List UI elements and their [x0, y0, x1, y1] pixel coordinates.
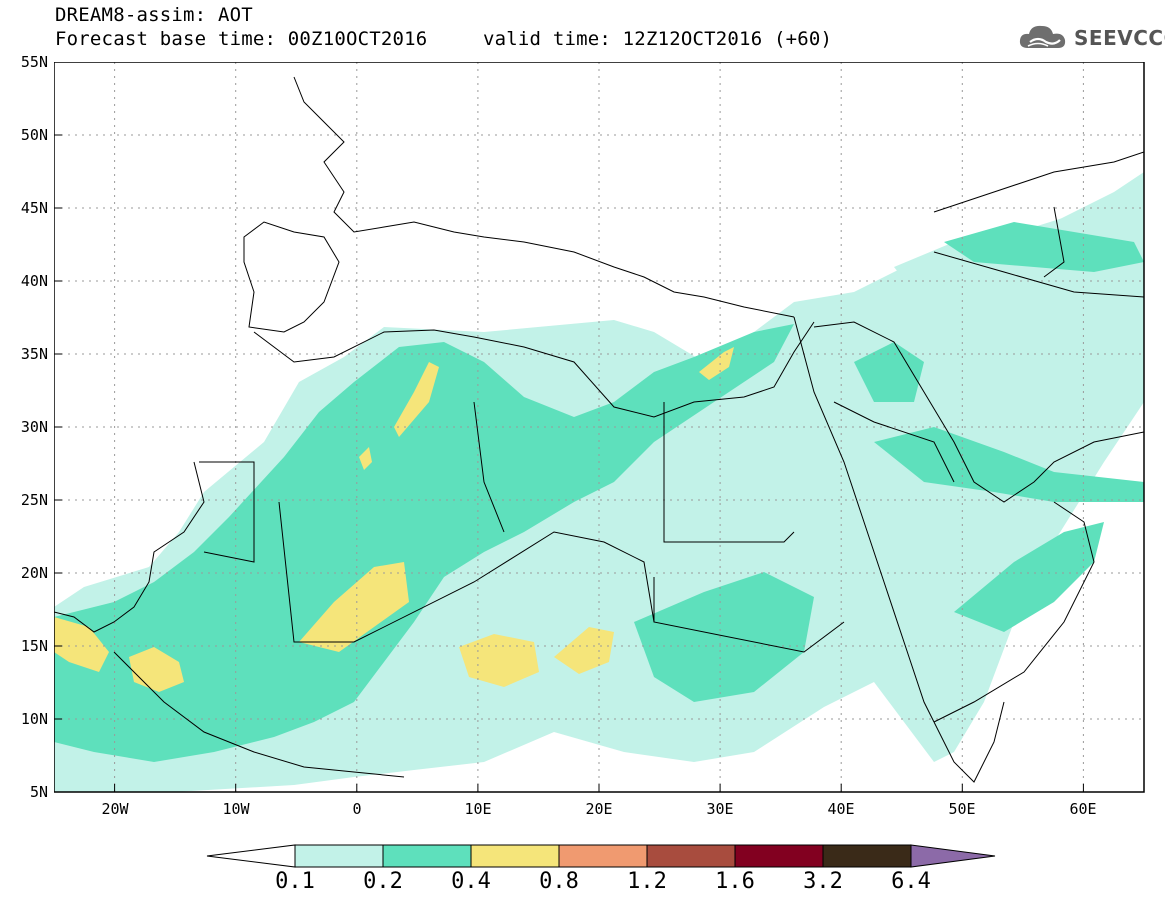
lat-label: 40N — [20, 272, 48, 290]
seevccc-logo: SEEVCCC — [1018, 22, 1165, 56]
forecast-base-time: Forecast base time: 00Z10OCT2016 — [55, 28, 428, 50]
colorbar-segment-0.1 — [294, 844, 384, 868]
lon-label: 0 — [352, 800, 362, 818]
colorbar-segment-1.6 — [734, 844, 824, 868]
lat-label: 5N — [29, 783, 48, 801]
aot-band-0.4-sudan — [554, 627, 614, 674]
colorbar-label: 0.8 — [539, 869, 579, 894]
lat-label: 50N — [20, 126, 48, 144]
lat-label: 25N — [20, 491, 48, 509]
aot-band-0.4-west — [54, 617, 109, 672]
colorbar-label: 1.6 — [715, 869, 755, 894]
colorbar — [206, 844, 996, 868]
aot-band-0.4-levant — [699, 347, 734, 380]
lon-label: 60E — [1069, 800, 1097, 818]
aot-band-0.2-arabia — [954, 522, 1104, 632]
lat-label: 10N — [20, 710, 48, 728]
lon-label: 10E — [464, 800, 492, 818]
colorbar-label: 0.1 — [275, 869, 315, 894]
colorbar-segment-0.4 — [470, 844, 560, 868]
colorbar-segment-under — [206, 844, 296, 868]
aot-band-0.2-caspian — [944, 222, 1144, 272]
aot-band-0.2-gulf — [874, 427, 1144, 502]
aot-band-0.2-south — [634, 572, 814, 702]
lat-label: 15N — [20, 637, 48, 655]
colorbar-label: 3.2 — [803, 869, 843, 894]
colorbar-label: 0.2 — [363, 869, 403, 894]
lat-label: 30N — [20, 418, 48, 436]
colorbar-label: 0.4 — [451, 869, 491, 894]
lat-label: 20N — [20, 564, 48, 582]
aot-band-0.2 — [54, 324, 794, 762]
colorbar-segment-0.2 — [382, 844, 472, 868]
lon-label: 10W — [222, 800, 250, 818]
lon-label: 20W — [101, 800, 129, 818]
colorbar-segment-3.2 — [822, 844, 912, 868]
lon-label: 30E — [706, 800, 734, 818]
valid-time: valid time: 12Z12OCT2016 (+60) — [483, 28, 833, 50]
aot-map — [54, 62, 1145, 793]
lon-label: 40E — [827, 800, 855, 818]
aot-band-0.4-chad — [459, 634, 539, 687]
graticule — [54, 62, 1144, 792]
lon-label: 50E — [948, 800, 976, 818]
tick-marks — [54, 134, 1084, 792]
map-title: DREAM8-assim: AOT — [55, 4, 253, 26]
lat-label: 45N — [20, 199, 48, 217]
aot-band-0.4-algeria — [394, 362, 439, 437]
colorbar-label: 1.2 — [627, 869, 667, 894]
colorbar-label: 6.4 — [891, 869, 931, 894]
logo-text: SEEVCCC — [1074, 26, 1165, 50]
colorbar-segment-over — [910, 844, 996, 868]
coastlines — [54, 76, 1145, 783]
aot-band-0.2-iraq — [854, 342, 924, 402]
lat-label: 55N — [20, 53, 48, 71]
colorbar-segment-1.2 — [646, 844, 736, 868]
aot-band-0.4-sahel — [299, 562, 409, 652]
aot-band-0.4-spot — [359, 447, 372, 470]
lon-label: 20E — [585, 800, 613, 818]
lat-label: 35N — [20, 345, 48, 363]
colorbar-segment-0.8 — [558, 844, 648, 868]
cloud-icon — [1019, 25, 1066, 48]
